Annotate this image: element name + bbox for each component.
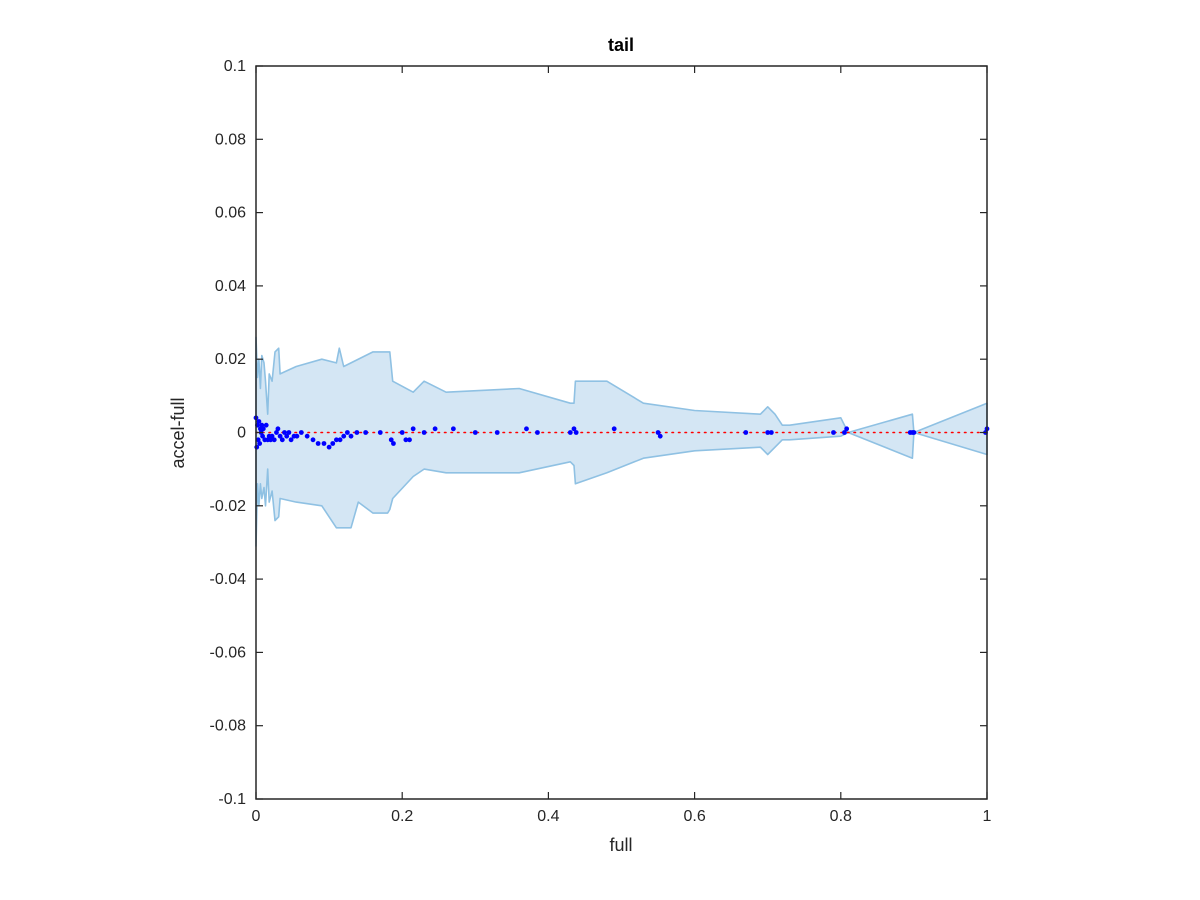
confidence-band <box>255 336 988 547</box>
data-point <box>363 430 369 435</box>
data-point <box>399 430 405 435</box>
x-tick-label: 0.8 <box>830 808 852 825</box>
y-tick-label: 0.06 <box>215 205 246 222</box>
y-tick-label: 0.1 <box>224 58 246 75</box>
data-point <box>257 441 263 446</box>
data-point <box>377 430 383 435</box>
x-tick-label: 0.4 <box>537 808 559 825</box>
data-point <box>410 426 416 432</box>
data-point <box>341 433 347 439</box>
x-axis-label: full <box>609 835 632 855</box>
data-point <box>567 430 573 435</box>
y-tick-label: 0.04 <box>215 278 246 295</box>
data-point <box>255 437 261 443</box>
data-point <box>403 437 409 443</box>
x-axis-ticks: 0 0.2 0.4 0.6 0.8 1 <box>252 66 992 825</box>
data-point <box>259 422 265 428</box>
data-point <box>472 430 478 435</box>
data-point <box>284 433 290 439</box>
data-point <box>911 430 917 435</box>
data-point <box>657 433 663 439</box>
data-point <box>524 426 529 432</box>
data-point <box>334 437 339 443</box>
data-point <box>275 426 281 432</box>
x-tick-label: 0.2 <box>391 808 413 825</box>
data-point <box>348 433 354 439</box>
data-point <box>326 444 332 450</box>
band-area <box>255 336 988 547</box>
data-point <box>263 422 269 428</box>
data-point <box>288 437 294 443</box>
data-point <box>573 430 579 435</box>
data-point <box>611 426 617 432</box>
data-point <box>450 426 456 432</box>
data-point <box>274 430 279 435</box>
data-point <box>294 433 300 439</box>
y-tick-label: -0.06 <box>210 644 247 661</box>
data-point <box>655 430 661 435</box>
data-point <box>421 430 427 435</box>
data-point <box>768 430 774 435</box>
data-point <box>388 437 394 443</box>
data-point <box>844 426 850 432</box>
data-point <box>432 426 438 432</box>
data-point <box>286 430 292 435</box>
data-point <box>269 433 275 439</box>
y-axis-ticks: -0.1 -0.08 -0.06 -0.04 -0.02 0 0.02 0.04 0.06 0.0… <box>210 58 987 808</box>
y-tick-label: -0.02 <box>210 498 247 515</box>
x-tick-label: 0.6 <box>683 808 705 825</box>
y-tick-label: -0.04 <box>210 571 247 588</box>
data-point <box>260 426 266 432</box>
data-point <box>271 437 277 443</box>
data-point <box>535 430 540 435</box>
y-tick-label: 0 <box>237 425 246 442</box>
x-tick-label: 0 <box>252 808 261 825</box>
y-tick-label: 0.08 <box>215 131 246 148</box>
data-point <box>330 441 336 446</box>
data-point <box>407 437 412 443</box>
y-tick-label: -0.08 <box>210 718 247 735</box>
data-point <box>571 426 577 432</box>
data-point <box>315 441 321 446</box>
data-point <box>494 430 500 435</box>
y-axis-label: accel-full <box>168 397 188 468</box>
data-point <box>277 433 283 439</box>
chart-title: tail <box>608 35 634 55</box>
data-point <box>354 430 360 435</box>
data-point <box>279 437 285 443</box>
data-point <box>260 433 265 439</box>
data-point <box>321 441 327 446</box>
data-point <box>310 437 316 443</box>
data-point <box>298 430 304 435</box>
data-point <box>831 430 836 435</box>
data-point <box>282 430 287 435</box>
y-tick-label: -0.1 <box>218 791 246 808</box>
y-tick-label: 0.02 <box>215 351 246 368</box>
data-point <box>304 433 310 439</box>
data-point <box>765 430 771 435</box>
data-point <box>391 441 396 446</box>
data-point <box>268 437 274 443</box>
data-point <box>743 430 749 435</box>
data-point <box>842 430 847 435</box>
x-tick-label: 1 <box>983 808 992 825</box>
data-point <box>337 437 343 443</box>
data-point <box>256 419 262 424</box>
data-point <box>344 430 350 435</box>
